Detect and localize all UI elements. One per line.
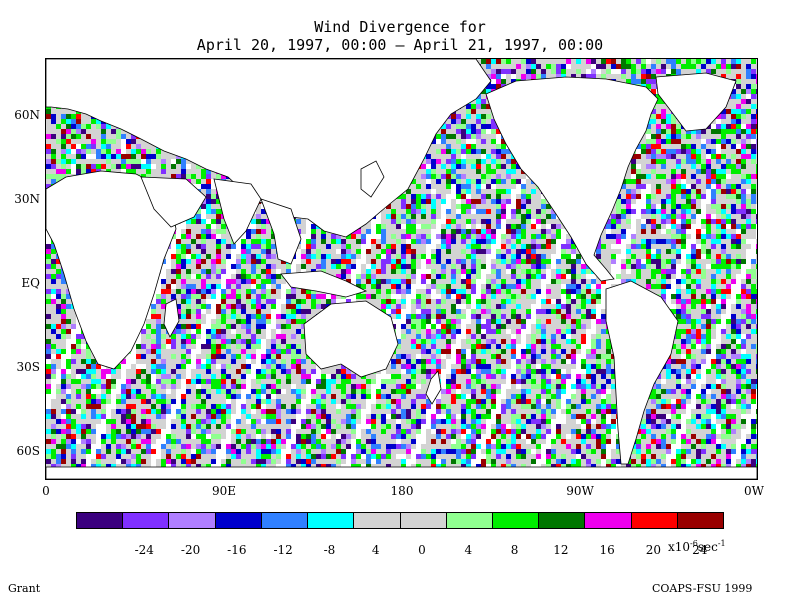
land-africa xyxy=(46,170,177,370)
colorbar-swatch xyxy=(677,513,724,528)
colorbar-tick-label: 4 xyxy=(464,543,473,557)
land-india xyxy=(213,178,262,245)
colorbar-swatch xyxy=(261,513,309,528)
land-antarctica xyxy=(46,466,757,479)
colorbar-swatch xyxy=(354,513,401,528)
colorbar-tick-label: -16 xyxy=(227,543,247,557)
colorbar-tick-label: 0 xyxy=(418,543,426,557)
colorbar-tick-label: -20 xyxy=(180,543,201,557)
credit-organization: COAPS-FSU 1999 xyxy=(652,582,753,595)
colorbar-swatch xyxy=(308,513,355,528)
lon-label-90w: 90W xyxy=(566,484,594,498)
colorbar-swatch xyxy=(77,513,124,528)
colorbar-swatch xyxy=(492,513,540,528)
lat-label-60s: 60S xyxy=(16,444,41,458)
lat-label-30s: 30S xyxy=(16,360,41,374)
land-new-zealand xyxy=(425,370,442,405)
colorbar-legend xyxy=(76,512,724,529)
colorbar-swatch xyxy=(169,513,216,528)
colorbar-swatch xyxy=(123,513,170,528)
colorbar-swatch xyxy=(631,513,678,528)
colorbar-tick-label: 12 xyxy=(553,543,569,557)
lon-label-90e: 90E xyxy=(211,484,237,498)
colorbar-tick-label: 24 xyxy=(692,543,708,557)
land-mask xyxy=(46,59,757,479)
wind-divergence-map xyxy=(46,59,757,479)
land-south-america xyxy=(605,280,679,465)
colorbar-tick-label: 8 xyxy=(510,543,519,557)
credit-author: Grant xyxy=(8,582,41,595)
lon-label-0: 0 xyxy=(42,484,50,498)
colorbar-swatch xyxy=(539,513,586,528)
land-southeast-asia xyxy=(260,198,302,265)
land-japan xyxy=(360,160,385,198)
colorbar-swatch xyxy=(446,513,493,528)
land-north-america xyxy=(485,76,659,282)
land-indonesia xyxy=(280,270,368,298)
colorbar-tick-label: 4 xyxy=(371,543,380,557)
colorbar-tick-label: -24 xyxy=(134,543,154,557)
map-frame xyxy=(45,58,758,480)
colorbar-swatch xyxy=(400,513,447,528)
colorbar-tick-label: -12 xyxy=(273,543,293,557)
colorbar-tick-label: -8 xyxy=(323,543,336,557)
lon-label-0w: 0W xyxy=(744,484,764,498)
colorbar-swatch xyxy=(585,513,632,528)
land-arabia xyxy=(140,176,207,228)
colorbar-units: x10-6sec-1 xyxy=(668,539,726,554)
lat-label-30n: 30N xyxy=(14,192,40,206)
lon-label-180: 180 xyxy=(390,484,414,498)
land-greenland xyxy=(655,72,737,132)
colorbar-tick-label: 20 xyxy=(645,543,662,557)
lat-label-60n: 60N xyxy=(14,108,40,122)
colorbar-swatch xyxy=(215,513,262,528)
map-title: Wind Divergence for xyxy=(314,18,486,36)
land-australia xyxy=(303,300,399,378)
lat-label-eq: EQ xyxy=(21,276,40,290)
map-subtitle-date-range: April 20, 1997, 00:00 – April 21, 1997, … xyxy=(196,36,604,54)
colorbar-tick-label: 16 xyxy=(599,543,615,557)
land-madagascar xyxy=(163,298,180,338)
